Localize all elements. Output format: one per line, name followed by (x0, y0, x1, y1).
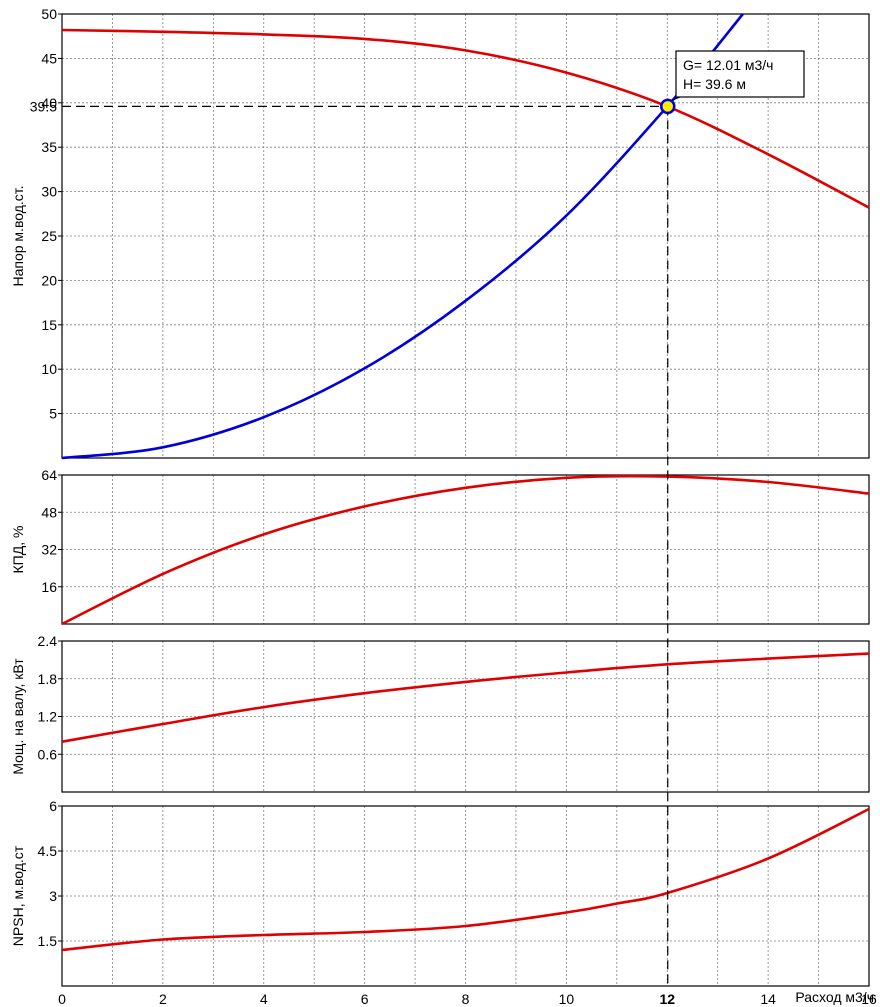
y-tick-label: 2.4 (38, 633, 58, 649)
curves-layer (61, 13, 870, 952)
operating-point-layer: G= 12.01 м3/ч H= 39.6 м (62, 50, 805, 986)
pump-curve (61, 474, 870, 626)
grid-layer (62, 14, 869, 986)
y-axis-title: NPSH, м.вод.ст (10, 845, 26, 946)
y-tick-label: 1.8 (38, 671, 58, 687)
operating-point-label-box (675, 50, 805, 98)
y-tick-label: 25 (41, 228, 57, 244)
y-tick-label: 10 (41, 361, 57, 377)
y-tick-label: 1.2 (38, 709, 58, 725)
axis-titles: Напор м.вод.ст. КПД, % Мощ. на валу, кВт NP… (10, 185, 26, 946)
y-tick-label: 48 (41, 504, 57, 520)
x-tick-label: 0 (58, 991, 66, 1007)
y-axis-title: Напор м.вод.ст. (10, 185, 26, 286)
x-tick-label: 6 (361, 991, 369, 1007)
y-axis-title: Мощ. на валу, кВт (10, 658, 26, 775)
y-tick-label: 15 (41, 317, 57, 333)
y-tick-label: 32 (41, 542, 57, 558)
operating-point-marker (660, 98, 676, 115)
pump-curve (61, 807, 870, 952)
y-tick-label-reference: 39.5 (30, 98, 57, 114)
y-tick-label: 5 (49, 406, 57, 422)
operating-point-flow-label: G= 12.01 м3/ч (683, 57, 773, 73)
tick-labels: 5101520253035404550163248640.61.21.82.41… (30, 6, 877, 1007)
x-axis-title: Расход м3/ч (795, 989, 874, 1005)
pump-curve (61, 28, 870, 209)
x-tick-label: 12 (659, 991, 675, 1007)
y-tick-label: 16 (41, 579, 57, 595)
x-tick-label: 10 (559, 991, 575, 1007)
x-tick-label: 2 (159, 991, 167, 1007)
x-tick-label: 8 (462, 991, 470, 1007)
y-tick-label: 45 (41, 50, 57, 66)
y-tick-label: 4.5 (38, 843, 58, 859)
y-tick-label: 35 (41, 139, 57, 155)
y-tick-label: 3 (49, 888, 57, 904)
y-tick-label: 20 (41, 272, 57, 288)
x-tick-label: 14 (760, 991, 776, 1007)
y-tick-label: 1.5 (38, 933, 58, 949)
y-tick-label: 40 (41, 95, 57, 111)
system-curve (61, 13, 744, 460)
operating-point-head-label: H= 39.6 м (683, 76, 746, 92)
y-tick-label: 64 (41, 467, 57, 483)
y-tick-label: 0.6 (38, 746, 58, 762)
pump-curve (61, 652, 870, 743)
y-axis-title: КПД, % (10, 526, 26, 574)
x-tick-label: 4 (260, 991, 268, 1007)
x-tick-label: 16 (861, 991, 877, 1007)
y-tick-label: 30 (41, 184, 57, 200)
y-tick-label: 50 (41, 6, 57, 22)
y-tick-label: 6 (49, 798, 57, 814)
